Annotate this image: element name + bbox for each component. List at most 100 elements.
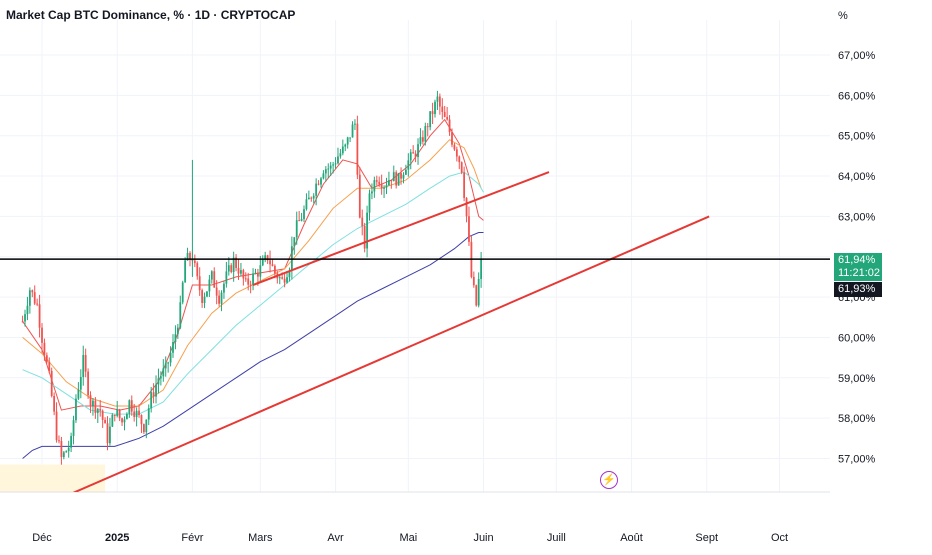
last-price-badge: 61,94% [834, 253, 882, 268]
lightning-icon[interactable]: ⚡ [600, 471, 618, 489]
candle-body [407, 160, 410, 170]
candle-body [298, 220, 301, 222]
y-tick-label: 65,00% [838, 131, 876, 143]
candle-body [373, 180, 376, 192]
candle-body [361, 217, 364, 226]
candle-body [225, 271, 228, 284]
candle-body [257, 272, 259, 277]
candle-body [307, 197, 310, 200]
candle-body [223, 283, 225, 293]
y-tick-label: 66,00% [838, 90, 876, 102]
candle-body [327, 168, 330, 170]
candle-body [419, 137, 422, 145]
candle-body [453, 144, 456, 150]
candle-body [371, 191, 373, 194]
candle-body [254, 272, 257, 274]
candle-body [441, 106, 444, 112]
candle-body [145, 419, 148, 433]
candle-body [126, 413, 128, 420]
candle-body [89, 395, 92, 407]
candle-body [480, 259, 483, 280]
x-tick-label: Août [620, 532, 643, 544]
candle-body [354, 123, 356, 125]
candle-body [79, 377, 82, 390]
candle-body [431, 111, 434, 115]
candle-body [84, 355, 87, 372]
y-tick-label: 63,00% [838, 211, 876, 223]
y-tick-label: 59,00% [838, 373, 876, 385]
candle-body [36, 303, 39, 305]
candle-body [247, 278, 250, 285]
candle-body [356, 123, 359, 175]
candle-body [334, 163, 337, 165]
candle-body [130, 400, 133, 412]
candle-body [240, 270, 242, 274]
candle-body [451, 132, 453, 145]
candle-body [198, 276, 201, 291]
x-tick-label: Avr [327, 532, 344, 544]
candle-body [50, 370, 53, 396]
candle-body [31, 290, 34, 293]
candle-body [201, 290, 204, 303]
candle-body [455, 149, 458, 157]
candle-body [152, 392, 155, 397]
candle-body [463, 172, 466, 198]
candle-body [118, 409, 121, 419]
candle-body [295, 220, 298, 238]
candle-body [106, 423, 109, 444]
candle-body [208, 279, 211, 292]
candle-body [273, 265, 276, 274]
candle-body [62, 452, 65, 458]
candle-body [448, 119, 451, 133]
candle-body [412, 152, 415, 154]
candle-body [150, 392, 153, 409]
candle-body [443, 111, 446, 117]
candle-body [72, 420, 75, 436]
candle-body [429, 111, 432, 128]
candle-body [101, 410, 104, 420]
candle-body [458, 156, 461, 163]
candle-body [162, 368, 165, 377]
candle-body [87, 371, 89, 396]
candle-body [395, 172, 398, 186]
candle-body [414, 153, 417, 158]
candle-body [111, 414, 114, 427]
candle-body [220, 292, 223, 304]
candle-body [235, 257, 237, 268]
candle-body [116, 409, 119, 416]
candle-body [392, 172, 395, 182]
candle-body [380, 184, 383, 189]
candle-body [159, 376, 162, 379]
candle-body [324, 169, 327, 174]
candle-body [21, 321, 24, 323]
candle-body [157, 378, 160, 385]
candle-body [128, 400, 131, 414]
candle-body [475, 285, 478, 306]
x-tick-label: Juill [547, 532, 566, 544]
candle-body [218, 295, 220, 304]
unit-label: % [838, 10, 848, 22]
plot-area [0, 90, 830, 492]
candle-body [77, 389, 80, 399]
candle-body [388, 180, 390, 186]
x-tick-label: Déc [32, 532, 52, 544]
candle-body [468, 216, 470, 242]
y-tick-label: 60,00% [838, 332, 876, 344]
x-tick-label: Mai [399, 532, 417, 544]
candle-body [341, 146, 344, 154]
x-tick-label: 2025 [105, 532, 129, 544]
candle-body [92, 400, 94, 407]
candle-body [446, 116, 449, 120]
y-tick-label: 58,00% [838, 413, 876, 425]
candle-body [210, 271, 213, 280]
candle-body [264, 255, 267, 260]
candle-body [181, 282, 184, 303]
candle-body [269, 260, 271, 265]
candle-body [417, 144, 419, 158]
countdown-badge: 11:21:02 [834, 266, 882, 281]
candle-body [24, 314, 26, 322]
candle-body [48, 361, 51, 371]
candle-body [45, 355, 48, 362]
